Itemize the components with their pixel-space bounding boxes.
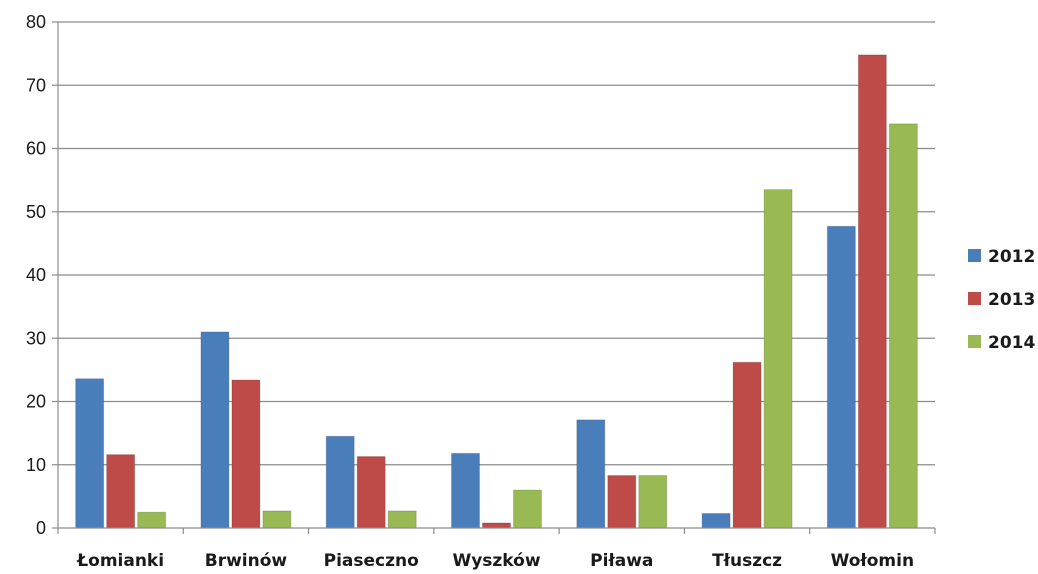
bar-2014-3 — [513, 489, 542, 529]
x-tick-labels: Łomianki Brwinów Piaseczno Wyszków Piława Tłu… — [76, 551, 914, 571]
bars — [75, 54, 918, 529]
y-tick-label: 30 — [26, 328, 46, 348]
legend-swatch-2014 — [968, 335, 981, 348]
bar-2014-2 — [387, 510, 417, 529]
bar-2013-0 — [106, 454, 136, 529]
y-tick-label: 20 — [26, 392, 46, 412]
y-tick-label: 70 — [26, 75, 46, 95]
x-tick-label: Piława — [590, 551, 653, 571]
bar-2012-6 — [826, 225, 856, 529]
x-tick-label: Tłuszcz — [712, 551, 782, 571]
y-tick-label: 40 — [26, 265, 46, 285]
y-tick-label: 60 — [26, 139, 46, 159]
y-tick-label: 10 — [26, 455, 46, 475]
bar-2013-1 — [231, 379, 261, 529]
bar-2012-3 — [451, 452, 480, 529]
bar-2013-6 — [857, 54, 887, 529]
x-tick-label: Brwinów — [205, 551, 288, 571]
grid-lines — [58, 21, 935, 466]
legend-swatch-2012 — [968, 249, 981, 262]
y-tick-labels: 0 10 20 30 40 50 60 70 80 — [26, 12, 46, 538]
legend-swatch-2013 — [968, 292, 981, 305]
legend-label-2012: 2012 — [988, 247, 1035, 267]
bar-2013-4 — [607, 475, 637, 529]
bar-2013-5 — [732, 361, 762, 529]
bar-2012-0 — [75, 378, 105, 529]
bar-2012-2 — [325, 435, 355, 529]
bar-2012-5 — [701, 512, 731, 529]
axes — [52, 21, 936, 534]
y-tick-label: 80 — [26, 12, 46, 32]
x-tick-label: Wołomin — [831, 551, 914, 571]
bar-2012-4 — [576, 419, 606, 529]
x-tick-label: Piaseczno — [324, 551, 419, 571]
bar-2014-5 — [763, 189, 793, 529]
bar-2014-6 — [888, 123, 918, 529]
legend-label-2013: 2013 — [988, 290, 1035, 310]
legend-label-2014: 2014 — [988, 333, 1035, 353]
bar-2012-1 — [200, 331, 230, 529]
bar-2014-1 — [262, 510, 292, 529]
y-tick-label: 0 — [36, 518, 46, 538]
bar-2013-3 — [482, 522, 511, 529]
bar-2014-0 — [137, 511, 167, 529]
x-tick-label: Łomianki — [76, 551, 164, 571]
x-tick-label: Wyszków — [452, 551, 540, 571]
bar-2014-4 — [638, 475, 668, 529]
bar-2013-2 — [356, 456, 386, 529]
legend: 2012 2013 2014 — [968, 247, 1035, 353]
y-tick-label: 50 — [26, 202, 46, 222]
